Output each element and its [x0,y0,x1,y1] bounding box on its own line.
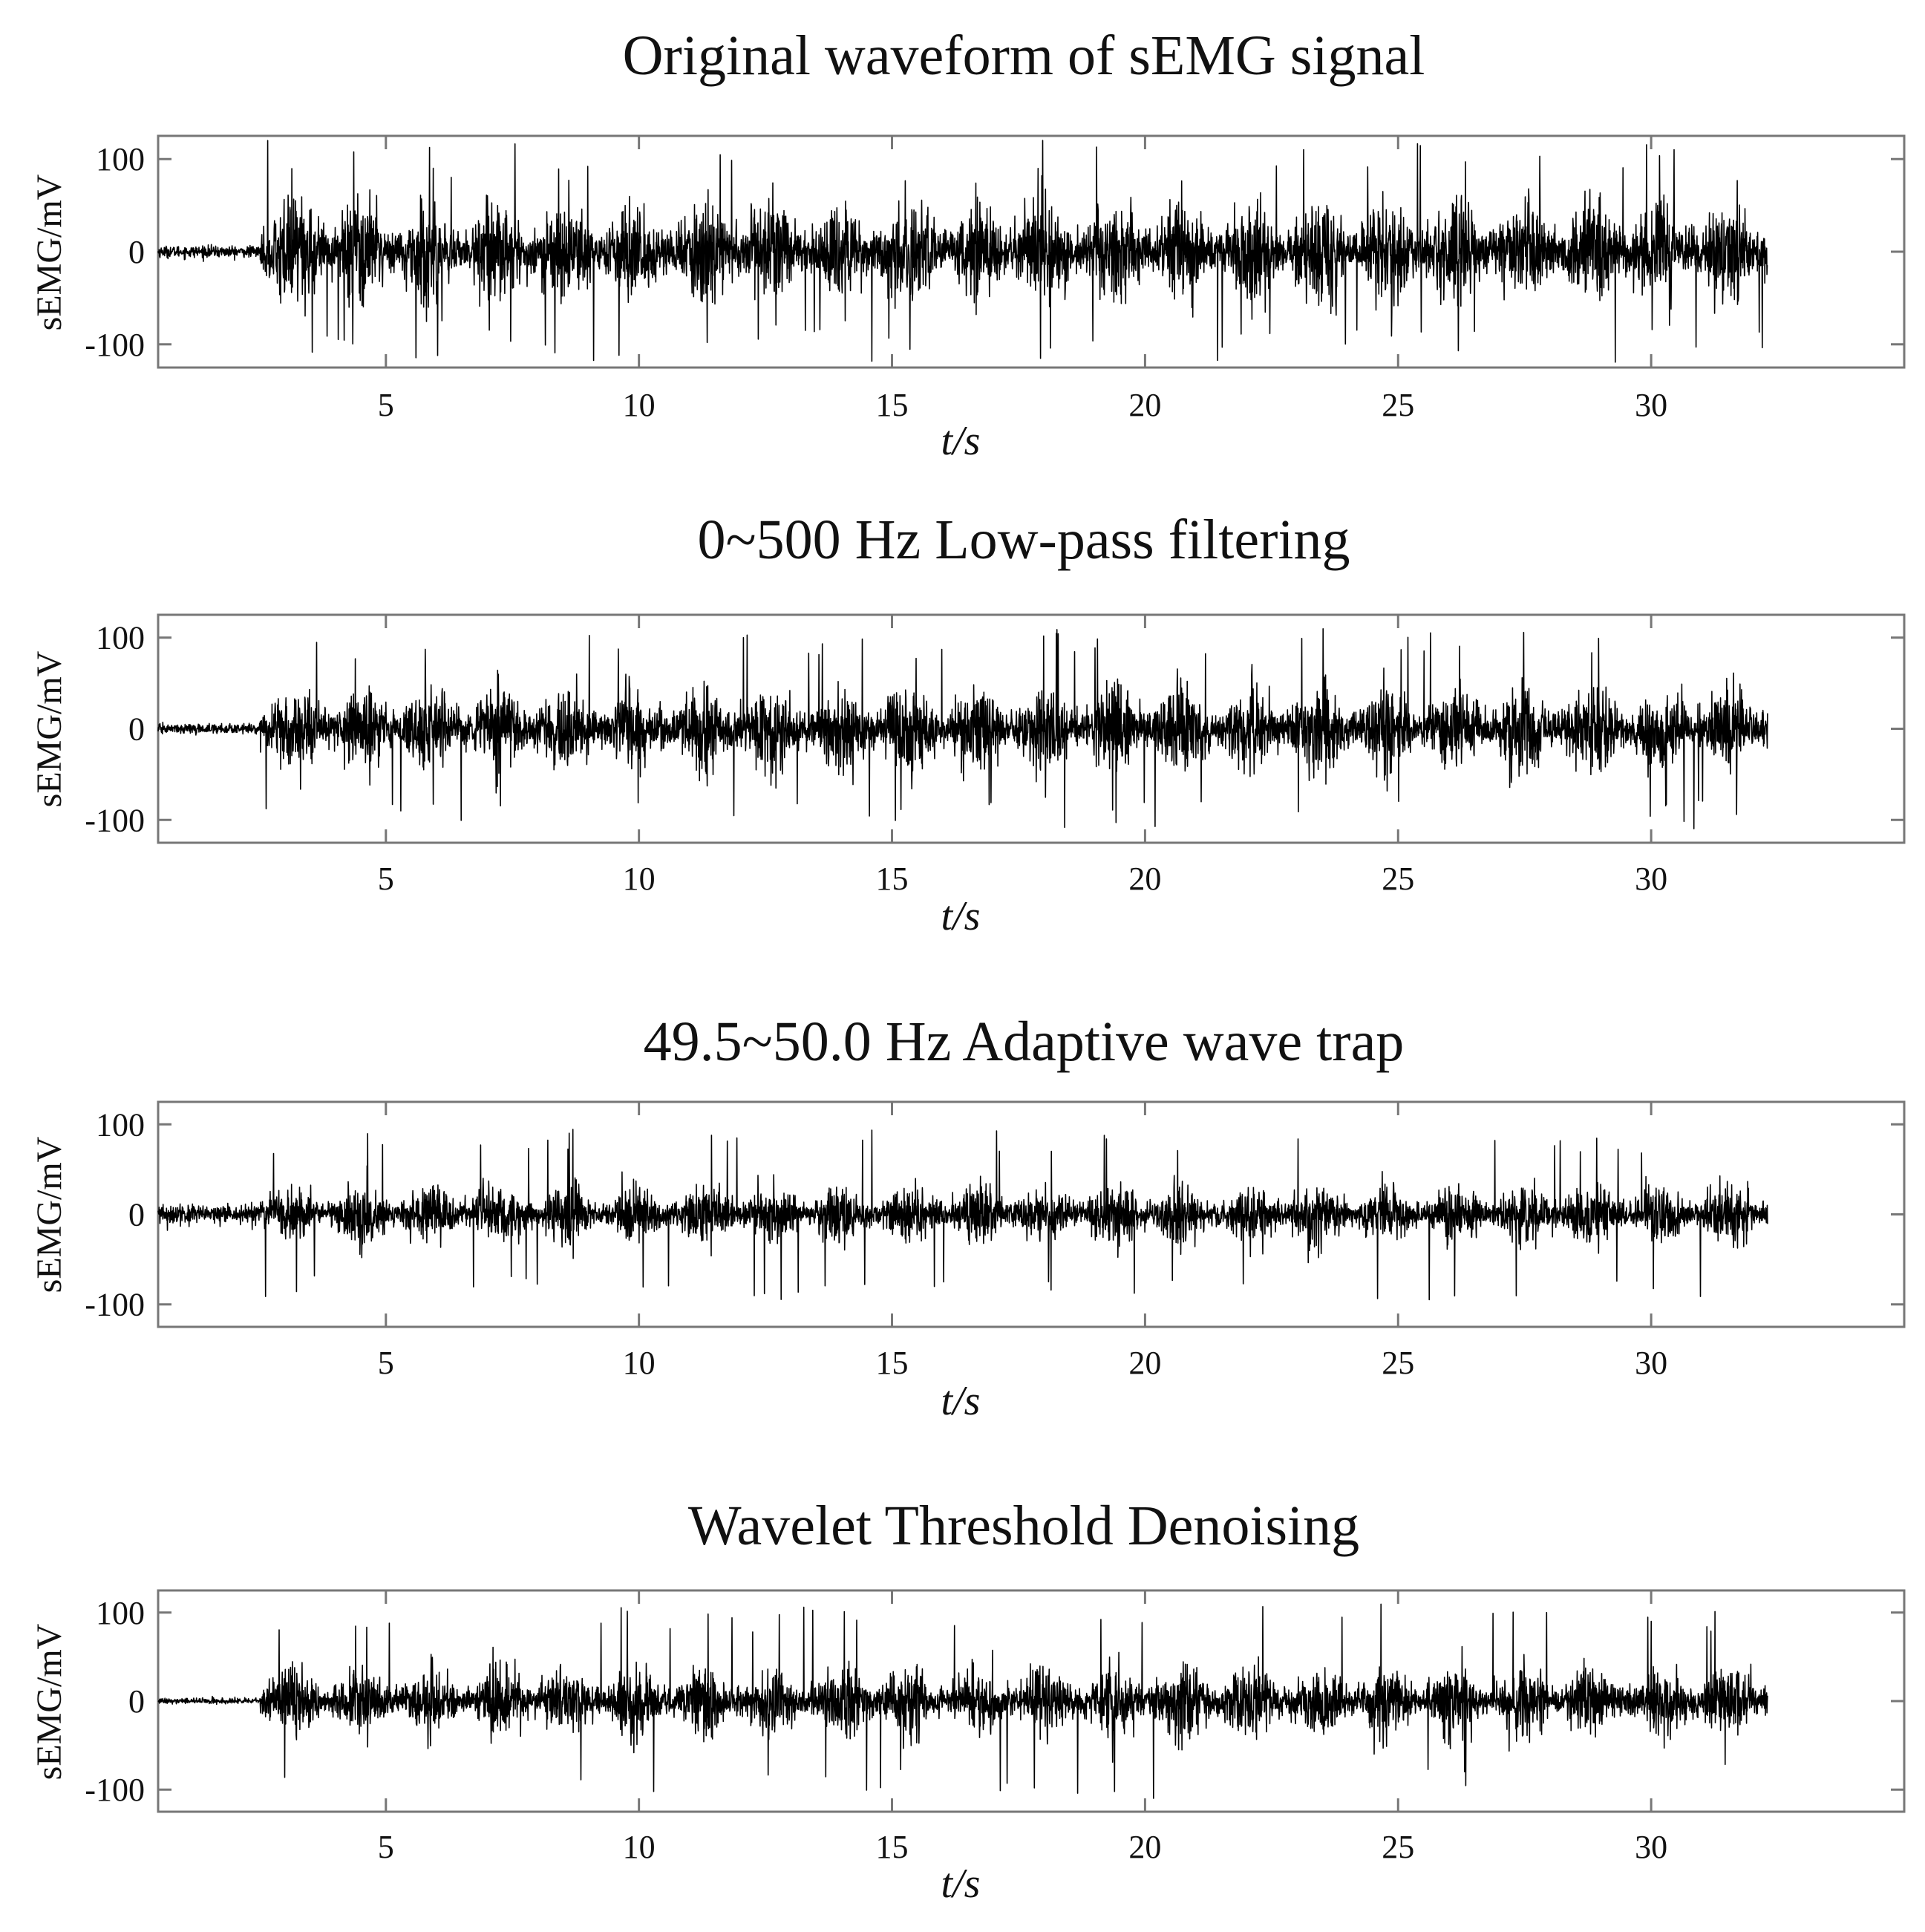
y-tick-label: -100 [85,802,145,838]
x-tick-label: 25 [1382,1345,1414,1381]
x-tick-label: 15 [876,861,909,897]
y-tick-label: -100 [85,1287,145,1323]
y-tick-label: 0 [128,234,145,270]
x-tick-label: 30 [1635,387,1667,423]
y-tick-label: -100 [85,1772,145,1808]
y-tick-label: -100 [85,327,145,363]
y-tick-label: 100 [96,141,145,177]
panel-1: Original waveform of sEMG signal 5 10 15 20 2… [30,25,1906,464]
y-tick-label: 0 [128,1683,145,1720]
x-tick-label: 15 [876,1345,909,1381]
y-axis-label: sEMG/mV [30,1136,69,1293]
x-tick-label: 5 [378,861,394,897]
x-axis-label: t/s [941,1861,981,1907]
x-tick-label: 30 [1635,1345,1667,1381]
x-tick-label: 10 [623,387,656,423]
panel-2: 0~500 Hz Low-pass filtering 5 10 15 20 25 30 10… [30,509,1906,939]
x-tick-label: 5 [378,1829,394,1865]
panel-title: 0~500 Hz Low-pass filtering [697,509,1350,571]
x-tick-label: 20 [1128,1345,1161,1381]
x-tick-label: 15 [876,387,909,423]
y-axis-label: sEMG/mV [30,650,69,807]
y-tick-label: 100 [96,1595,145,1631]
panel-title: 49.5~50.0 Hz Adaptive wave trap [644,1011,1405,1073]
x-tick-label: 25 [1382,861,1414,897]
x-axis-label: t/s [941,893,981,939]
x-tick-label: 5 [378,1345,394,1381]
y-axis-label: sEMG/mV [30,174,69,330]
y-tick-label: 100 [96,620,145,656]
panel-4: Wavelet Threshold Denoising 5 10 15 20 25 30 10… [30,1495,1906,1907]
x-tick-label: 10 [623,1829,656,1865]
x-tick-label: 25 [1382,387,1414,423]
x-tick-label: 25 [1382,1829,1414,1865]
y-tick-label: 0 [128,1197,145,1233]
x-tick-label: 30 [1635,1829,1667,1865]
panel-title: Wavelet Threshold Denoising [688,1495,1359,1557]
panel-3: 49.5~50.0 Hz Adaptive wave trap 5 10 15 20 25… [30,1011,1906,1424]
y-tick-label: 0 [128,711,145,748]
signal-trace [157,628,1768,829]
y-axis-label: sEMG/mV [30,1623,69,1780]
y-tick-label: 100 [96,1106,145,1143]
x-tick-label: 30 [1635,861,1667,897]
x-tick-label: 10 [623,1345,656,1381]
panel-title: Original waveform of sEMG signal [623,25,1425,87]
signal-trace [157,1603,1768,1799]
signal-trace [157,1129,1768,1301]
x-tick-label: 20 [1128,387,1161,423]
x-axis-label: t/s [941,418,981,464]
x-tick-label: 20 [1128,1829,1161,1865]
x-axis-label: t/s [941,1378,981,1424]
x-tick-label: 15 [876,1829,909,1865]
x-tick-label: 5 [378,387,394,423]
signal-trace [157,140,1768,363]
x-tick-label: 10 [623,861,656,897]
x-tick-label: 20 [1128,861,1161,897]
